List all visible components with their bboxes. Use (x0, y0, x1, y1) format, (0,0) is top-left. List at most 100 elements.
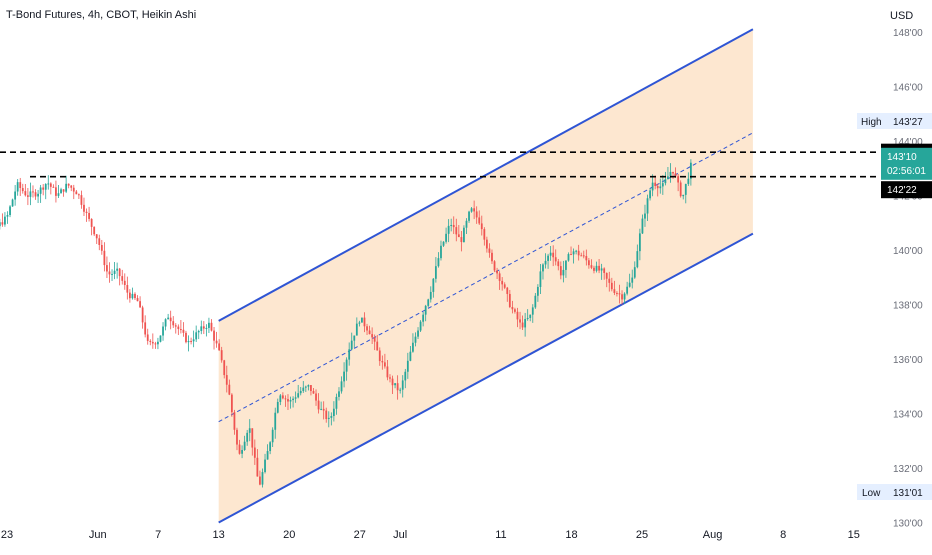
candle-body (281, 395, 284, 399)
candle (21, 183, 24, 194)
candle-body (322, 408, 325, 411)
candle-body (113, 270, 116, 274)
x-axis: 23 Jun 7 13 20 27 Jul 11 18 25 Aug 8 15 (1, 529, 860, 541)
candle (406, 352, 409, 379)
candle-body (598, 265, 600, 271)
y-tick-label: 130'00 (893, 519, 923, 530)
candle-body (687, 178, 690, 184)
candle (276, 398, 279, 414)
candle-body (626, 286, 629, 294)
candle-body (98, 238, 101, 245)
x-tick-label: 11 (495, 529, 506, 541)
candle (304, 385, 307, 392)
candle (542, 263, 544, 280)
candle-body (330, 416, 333, 418)
x-tick-label: Jul (393, 529, 407, 541)
candle (593, 265, 595, 274)
candle-body (414, 336, 417, 343)
candle (62, 189, 65, 197)
candle-body (417, 330, 419, 337)
current-price-badge-text: 143'10 (887, 152, 917, 163)
candle (404, 368, 407, 389)
candle-body (521, 322, 524, 328)
candle-body (358, 322, 361, 324)
candle (496, 267, 498, 280)
candle-body (475, 211, 478, 218)
low-value-bg (881, 484, 932, 500)
candle-body (146, 334, 149, 341)
candle (409, 346, 412, 362)
candle (322, 401, 325, 420)
candle (498, 271, 501, 290)
candle-body (192, 339, 195, 342)
candle (200, 320, 203, 335)
candle (26, 188, 29, 206)
candle (205, 324, 208, 337)
candle (396, 375, 399, 400)
candle-body (225, 375, 228, 385)
candle-body (294, 397, 297, 399)
candle-body (536, 286, 539, 296)
candle-body (236, 429, 238, 445)
candle-body (450, 224, 453, 226)
candle-body (57, 193, 60, 196)
candle-body (478, 217, 481, 224)
candle (618, 284, 621, 304)
candle-body (654, 182, 657, 186)
candle (570, 246, 572, 256)
candle (271, 427, 274, 447)
candle-body (516, 311, 519, 320)
candle-body (406, 360, 409, 372)
candle-body (376, 341, 379, 351)
candle (521, 315, 524, 331)
candle-body (429, 291, 432, 300)
candle (167, 313, 170, 320)
candle-body (424, 305, 427, 315)
candle-body (674, 173, 677, 177)
candle (623, 292, 626, 304)
candle (434, 257, 437, 283)
candle-body (34, 192, 37, 197)
candle (442, 241, 445, 247)
candle (605, 272, 608, 288)
candle-body (24, 191, 27, 196)
candle-body (126, 285, 129, 293)
candle (49, 182, 52, 195)
candle-body (299, 390, 302, 394)
candle (427, 298, 430, 308)
candle-body (340, 381, 343, 392)
candle (126, 276, 129, 300)
candle-body (366, 326, 368, 331)
currency-label: USD (890, 10, 913, 22)
candle-body (552, 252, 555, 258)
candle (549, 246, 552, 261)
candle (238, 439, 241, 455)
candle-body (559, 266, 562, 276)
current-price-badge-text: 02:56:01 (887, 166, 926, 177)
candle-body (386, 366, 389, 378)
candle (299, 386, 302, 396)
candle (437, 252, 440, 268)
candle-body (106, 265, 108, 272)
candle (85, 208, 88, 222)
candle (246, 429, 249, 446)
candle (192, 330, 195, 348)
candle (121, 269, 124, 285)
candle-body (618, 293, 621, 295)
candle-body (108, 271, 111, 275)
candle (118, 267, 121, 286)
candle (600, 263, 603, 280)
candle-body (587, 260, 590, 266)
candle-body (396, 383, 399, 391)
candle (47, 175, 50, 190)
candle-body (1, 222, 4, 225)
candle-body (361, 317, 363, 323)
candle (75, 189, 78, 195)
candle-body (215, 340, 218, 344)
candle (491, 249, 493, 265)
x-tick-label: 23 (1, 529, 13, 541)
candle-body (253, 447, 256, 458)
candle (582, 250, 585, 259)
candle-body (29, 191, 32, 197)
candle-body (302, 387, 305, 391)
